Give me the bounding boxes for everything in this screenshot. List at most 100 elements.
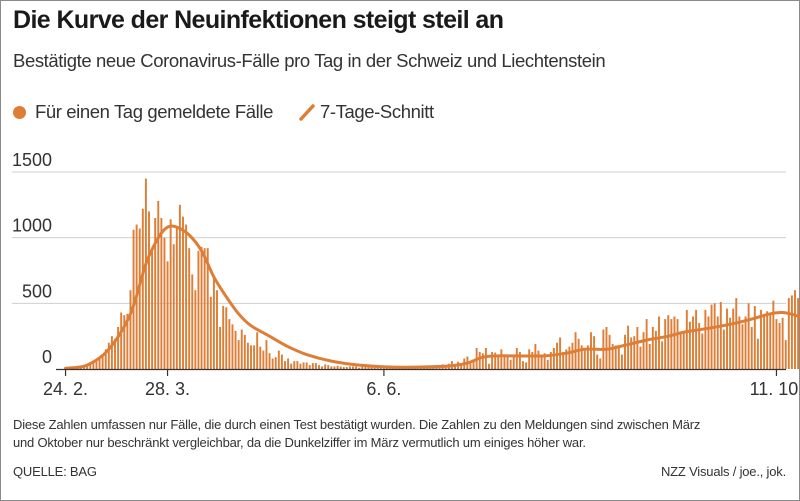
bar xyxy=(732,308,735,369)
bar xyxy=(565,349,568,369)
bar xyxy=(518,351,521,369)
bar xyxy=(92,361,95,369)
bar xyxy=(293,361,296,369)
bar xyxy=(169,219,172,369)
bar xyxy=(630,337,633,369)
bar xyxy=(336,365,339,369)
seven-day-average-line xyxy=(64,224,800,370)
bar xyxy=(719,302,722,369)
bar xyxy=(744,316,747,369)
bar xyxy=(531,351,534,369)
bar xyxy=(491,351,494,369)
bar xyxy=(268,353,271,369)
bar xyxy=(651,326,654,369)
bar xyxy=(543,353,546,369)
bar xyxy=(157,200,160,369)
bar xyxy=(472,361,475,369)
bar xyxy=(234,330,237,369)
bar xyxy=(577,338,580,369)
bar xyxy=(478,351,481,369)
bar xyxy=(284,361,286,369)
bar xyxy=(497,354,500,369)
bar xyxy=(253,345,256,369)
bar xyxy=(228,319,231,369)
bar xyxy=(299,363,302,369)
bar xyxy=(330,366,333,369)
bar xyxy=(701,333,704,369)
bar xyxy=(484,347,487,369)
bar xyxy=(107,342,110,369)
bar xyxy=(688,321,691,369)
bar xyxy=(333,366,336,369)
bar xyxy=(679,333,682,369)
bar xyxy=(188,248,191,369)
bar xyxy=(339,366,342,369)
bar xyxy=(163,237,166,369)
bar xyxy=(546,359,549,369)
bar xyxy=(506,354,509,369)
bar xyxy=(571,342,574,369)
bar xyxy=(722,329,725,369)
bar xyxy=(676,319,679,369)
bar xyxy=(191,274,194,369)
bar xyxy=(225,307,228,369)
bar xyxy=(114,338,116,369)
bar xyxy=(781,317,784,369)
bar xyxy=(512,354,515,369)
bar xyxy=(203,248,206,369)
bar xyxy=(590,332,592,369)
bar xyxy=(358,367,361,369)
bar xyxy=(469,363,472,369)
bar xyxy=(698,323,701,369)
bar xyxy=(305,362,308,369)
bar xyxy=(639,346,642,369)
bar xyxy=(352,366,354,369)
bar xyxy=(549,351,552,369)
bar xyxy=(790,295,793,369)
y-tick-label-0: 0 xyxy=(42,347,52,367)
bar xyxy=(738,316,741,369)
bar xyxy=(302,362,305,369)
bar xyxy=(562,351,565,369)
legend-label-7day-average: 7-Tage-Schnitt xyxy=(320,101,434,122)
bar xyxy=(525,362,528,369)
bar xyxy=(95,361,98,369)
bar xyxy=(129,290,132,369)
bar xyxy=(667,315,670,369)
x-tick-label: 24. 2. xyxy=(43,379,88,399)
bar xyxy=(654,330,657,369)
bar xyxy=(670,319,673,369)
bar xyxy=(648,344,651,369)
bar xyxy=(692,316,694,369)
bar xyxy=(784,340,787,369)
bar xyxy=(707,316,710,369)
bar xyxy=(580,345,583,369)
bar xyxy=(144,178,147,369)
bar xyxy=(682,332,685,369)
bar xyxy=(481,353,484,369)
bar xyxy=(132,229,135,369)
bar xyxy=(370,366,373,369)
bar xyxy=(515,347,518,369)
bar xyxy=(596,354,599,369)
bar xyxy=(311,363,314,369)
bar xyxy=(110,336,113,369)
bar xyxy=(296,361,299,369)
bar xyxy=(373,367,376,369)
bar xyxy=(797,298,800,369)
bar xyxy=(342,367,345,369)
bar xyxy=(540,355,543,369)
bar xyxy=(219,326,222,369)
bar xyxy=(642,332,645,369)
legend-label-daily-cases: Für einen Tag gemeldete Fälle xyxy=(35,101,273,122)
bar xyxy=(772,300,775,369)
bar xyxy=(126,313,129,369)
bar xyxy=(185,224,188,369)
legend-item-7day-average: 7-Tage-Schnitt xyxy=(298,101,434,123)
bar xyxy=(277,350,280,369)
bar xyxy=(148,211,150,369)
bar xyxy=(209,296,212,369)
bar xyxy=(460,363,463,369)
bar xyxy=(503,355,506,369)
bar xyxy=(685,309,688,369)
